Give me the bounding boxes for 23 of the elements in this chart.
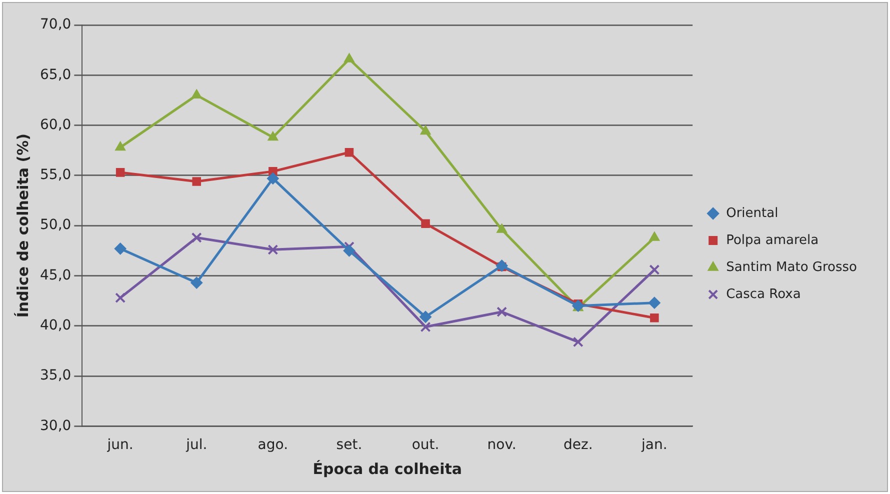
legend-label: Casca Roxa bbox=[726, 286, 801, 302]
legend-label: Polpa amarela bbox=[726, 232, 819, 248]
y-tick-label: 35,0 bbox=[40, 368, 72, 384]
y-tick-label: 70,0 bbox=[40, 16, 72, 33]
x-tick-label: jun. bbox=[106, 437, 134, 454]
x-tick-label: nov. bbox=[487, 437, 516, 454]
x-tick-label: out. bbox=[412, 437, 440, 454]
x-tick-label: set. bbox=[336, 437, 362, 454]
legend-label: Santim Mato Grosso bbox=[726, 260, 858, 275]
legend-label: Oriental bbox=[726, 206, 778, 221]
y-tick-label: 40,0 bbox=[40, 318, 72, 334]
y-tick-label: 65,0 bbox=[40, 66, 72, 83]
x-tick-label: ago. bbox=[258, 437, 288, 454]
y-axis-title: Índice de colheita (%) bbox=[14, 134, 32, 318]
y-tick-label: 45,0 bbox=[40, 267, 72, 284]
y-tick-label: 60,0 bbox=[40, 116, 72, 133]
x-tick-label: jul. bbox=[185, 437, 208, 454]
x-tick-label: dez. bbox=[563, 437, 593, 454]
x-tick-label: jan. bbox=[640, 437, 668, 454]
y-tick-label: 50,0 bbox=[40, 217, 72, 234]
y-tick-label: 30,0 bbox=[40, 418, 72, 434]
y-tick-label: 55,0 bbox=[40, 167, 72, 184]
x-axis-title: Época da colheita bbox=[312, 460, 462, 478]
